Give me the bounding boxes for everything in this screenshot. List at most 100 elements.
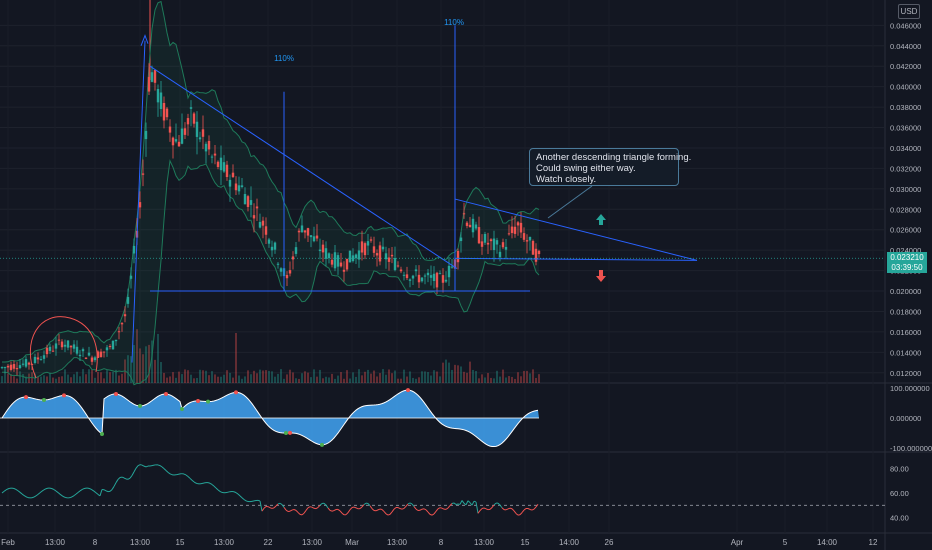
currency-badge[interactable]: USD (898, 4, 920, 19)
rsi-segment (295, 510, 299, 513)
rsi-segment (515, 513, 519, 516)
candle-body (450, 266, 454, 268)
rsi-segment (237, 493, 241, 497)
volume-bar (514, 378, 516, 383)
candle-body (402, 274, 406, 276)
time-tick-label: 22 (264, 538, 273, 547)
rsi-segment (269, 507, 273, 509)
time-tick-label: 13:00 (214, 538, 235, 547)
candle-body (345, 258, 349, 270)
candle-body (153, 69, 157, 83)
volume-bar (172, 372, 174, 383)
candle-body (267, 239, 271, 244)
rsi-segment (267, 506, 271, 509)
time-tick-label: Feb (1, 538, 15, 547)
candle-body (123, 314, 127, 317)
candle-body (300, 225, 304, 233)
price-tick-label: 0.034000 (890, 144, 921, 153)
candle-body (33, 356, 37, 363)
volume-bar (391, 373, 393, 383)
volume-bar (439, 376, 441, 383)
rsi-segment (73, 493, 77, 497)
rsi-segment (429, 513, 433, 516)
candle-body (222, 162, 226, 172)
volume-bar (328, 377, 330, 383)
rsi-segment (77, 490, 81, 493)
volume-bar (271, 371, 273, 383)
candle-body (297, 230, 301, 233)
candle-body (528, 236, 532, 241)
candle-body (396, 265, 400, 267)
rsi-tick-label: 40.00 (890, 514, 909, 523)
rsi-segment (323, 502, 327, 506)
candle-body (192, 113, 196, 124)
rsi-segment (341, 512, 345, 516)
rsi-segment (301, 512, 305, 516)
candle-body (306, 228, 310, 236)
osc-trough-dot (284, 430, 288, 435)
candle-body (408, 279, 412, 281)
volume-bar (10, 374, 12, 383)
volume-bar (13, 376, 15, 383)
candle-body (243, 194, 247, 205)
osc-trough-dot (206, 399, 210, 404)
trend-drawings[interactable] (0, 25, 885, 379)
volume-bar (16, 378, 18, 383)
rsi-segment (87, 487, 91, 490)
volume-bar (490, 377, 492, 383)
volume-bar (484, 377, 486, 383)
candle-body (171, 137, 175, 146)
osc-peak-dot (24, 395, 28, 400)
rsi-segment (337, 509, 341, 512)
candle-body (144, 130, 148, 140)
osc-tick-label: 0.000000 (890, 414, 921, 423)
rsi-segment (389, 511, 393, 515)
candle-body (525, 240, 529, 242)
time-tick-label: 12 (869, 538, 878, 547)
rsi-segment (523, 508, 527, 511)
volume-bar (106, 370, 108, 383)
rsi-segment (183, 473, 187, 476)
candle-body (447, 265, 451, 278)
bollinger-bands (1, 0, 540, 386)
candle-body (477, 227, 481, 244)
candle-body (336, 255, 340, 267)
rsi-segment (49, 487, 53, 490)
candle-body (201, 129, 205, 137)
rsi-segment (71, 495, 75, 498)
candle-body (87, 352, 91, 356)
candle-body (66, 340, 70, 348)
candle-body (213, 153, 217, 156)
rsi-segment (57, 492, 61, 495)
volume-bar (301, 373, 303, 383)
rsi-segment (51, 488, 55, 491)
rsi-segment (289, 509, 293, 512)
volume-bar (427, 372, 429, 383)
volume-bar (79, 376, 81, 383)
candle-body (18, 365, 22, 369)
rsi-segment (413, 506, 417, 510)
rsi-segment (213, 485, 217, 489)
volume-bar (214, 374, 216, 383)
candle-body (27, 362, 31, 365)
volume-bar (424, 371, 426, 383)
candle-body (405, 274, 409, 279)
triangle-1-top (149, 65, 458, 269)
rsi-segment (169, 473, 173, 476)
candle-body (162, 102, 166, 121)
candle-body (363, 243, 367, 256)
volume-bar (421, 371, 423, 383)
candle-body (114, 339, 118, 342)
volume-bar (481, 374, 483, 383)
osc-peak-dot (288, 430, 292, 435)
volume-bar (121, 373, 123, 383)
candle-body (330, 259, 334, 265)
price-tick-label: 0.016000 (890, 328, 921, 337)
candle-body (12, 364, 16, 369)
callout-note[interactable]: Another descending triangle forming. Cou… (529, 148, 691, 186)
volume-bar (226, 370, 228, 383)
candle-body (357, 250, 361, 260)
volume-bar (370, 373, 372, 383)
volume-bar (337, 375, 339, 383)
